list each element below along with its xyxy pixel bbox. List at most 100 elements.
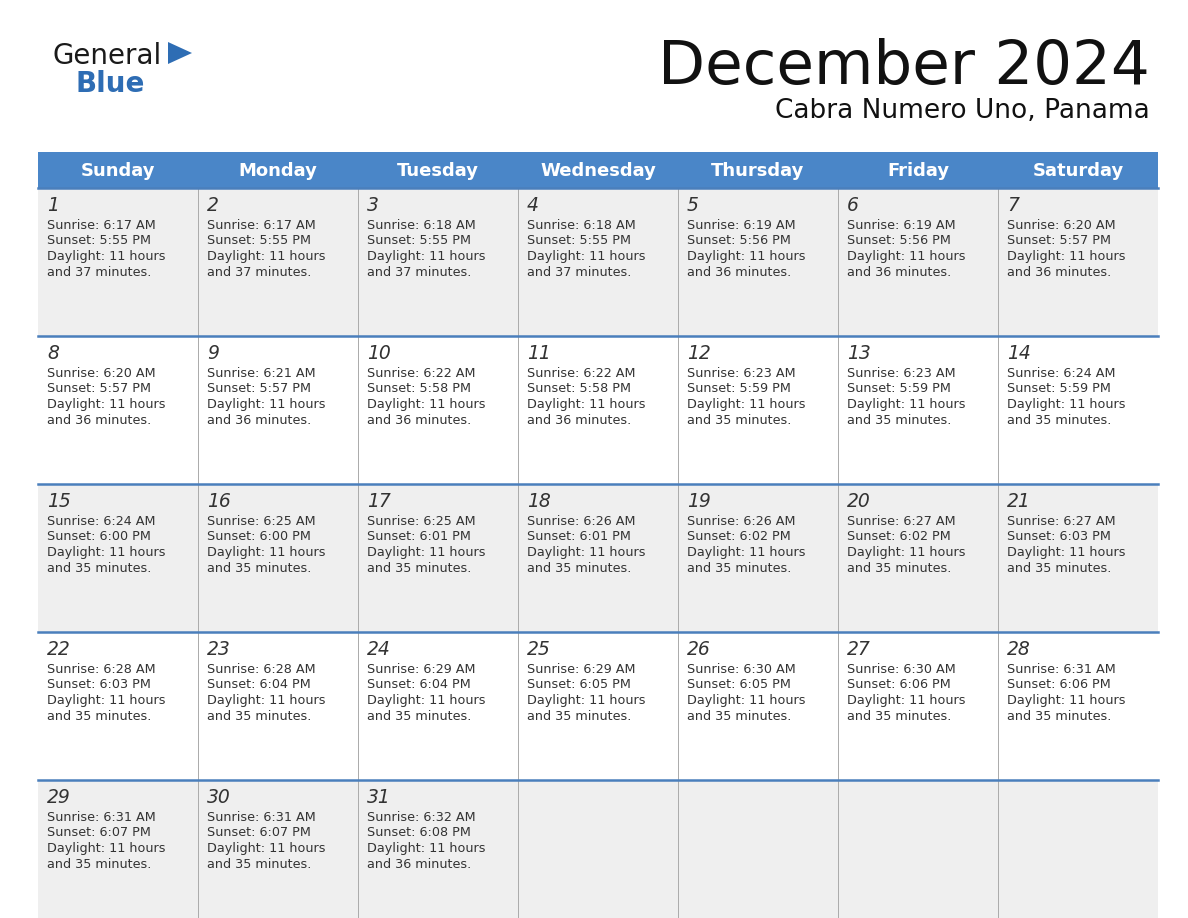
Text: and 35 minutes.: and 35 minutes. (847, 562, 952, 575)
Text: Daylight: 11 hours: Daylight: 11 hours (527, 694, 645, 707)
Text: Daylight: 11 hours: Daylight: 11 hours (367, 250, 486, 263)
Text: and 35 minutes.: and 35 minutes. (1007, 562, 1112, 575)
Text: and 37 minutes.: and 37 minutes. (367, 265, 472, 278)
Text: and 35 minutes.: and 35 minutes. (207, 562, 311, 575)
Text: Sunset: 5:55 PM: Sunset: 5:55 PM (527, 234, 631, 248)
Text: and 35 minutes.: and 35 minutes. (48, 562, 151, 575)
Text: and 36 minutes.: and 36 minutes. (687, 265, 791, 278)
Text: Sunset: 6:02 PM: Sunset: 6:02 PM (847, 531, 950, 543)
Text: 24: 24 (367, 640, 391, 659)
Text: Daylight: 11 hours: Daylight: 11 hours (1007, 546, 1125, 559)
Text: Saturday: Saturday (1032, 162, 1124, 180)
Bar (38, 336, 1158, 484)
Text: 18: 18 (527, 492, 551, 511)
Text: Sunrise: 6:17 AM: Sunrise: 6:17 AM (207, 219, 316, 232)
Text: Daylight: 11 hours: Daylight: 11 hours (48, 694, 165, 707)
Text: and 35 minutes.: and 35 minutes. (207, 710, 311, 722)
Polygon shape (168, 42, 192, 64)
Text: Sunset: 6:05 PM: Sunset: 6:05 PM (687, 678, 791, 691)
Text: Sunrise: 6:25 AM: Sunrise: 6:25 AM (367, 515, 475, 528)
Text: Monday: Monday (239, 162, 317, 180)
Text: and 35 minutes.: and 35 minutes. (1007, 710, 1112, 722)
Text: Sunrise: 6:18 AM: Sunrise: 6:18 AM (367, 219, 475, 232)
Text: Sunrise: 6:28 AM: Sunrise: 6:28 AM (207, 663, 316, 676)
Text: Daylight: 11 hours: Daylight: 11 hours (367, 546, 486, 559)
Text: Sunset: 5:58 PM: Sunset: 5:58 PM (367, 383, 470, 396)
Text: 7: 7 (1007, 196, 1019, 215)
Text: Sunrise: 6:29 AM: Sunrise: 6:29 AM (527, 663, 636, 676)
Text: Sunrise: 6:20 AM: Sunrise: 6:20 AM (48, 367, 156, 380)
Text: and 35 minutes.: and 35 minutes. (1007, 413, 1112, 427)
Text: Sunrise: 6:19 AM: Sunrise: 6:19 AM (687, 219, 796, 232)
Text: Sunrise: 6:22 AM: Sunrise: 6:22 AM (527, 367, 636, 380)
Text: Daylight: 11 hours: Daylight: 11 hours (207, 398, 326, 411)
Text: 20: 20 (847, 492, 871, 511)
Text: Daylight: 11 hours: Daylight: 11 hours (207, 842, 326, 855)
Text: Sunday: Sunday (81, 162, 156, 180)
Text: Sunset: 6:01 PM: Sunset: 6:01 PM (367, 531, 470, 543)
Text: Sunrise: 6:23 AM: Sunrise: 6:23 AM (687, 367, 796, 380)
Text: Sunset: 5:55 PM: Sunset: 5:55 PM (48, 234, 151, 248)
Text: Sunset: 5:59 PM: Sunset: 5:59 PM (1007, 383, 1111, 396)
Text: Sunrise: 6:31 AM: Sunrise: 6:31 AM (48, 811, 156, 824)
Text: 8: 8 (48, 344, 59, 363)
Text: Daylight: 11 hours: Daylight: 11 hours (687, 250, 805, 263)
Text: Sunrise: 6:31 AM: Sunrise: 6:31 AM (207, 811, 316, 824)
Text: Daylight: 11 hours: Daylight: 11 hours (1007, 250, 1125, 263)
Text: Sunset: 5:59 PM: Sunset: 5:59 PM (687, 383, 791, 396)
Text: and 37 minutes.: and 37 minutes. (207, 265, 311, 278)
Text: Daylight: 11 hours: Daylight: 11 hours (207, 250, 326, 263)
Text: Tuesday: Tuesday (397, 162, 479, 180)
Text: Sunset: 6:08 PM: Sunset: 6:08 PM (367, 826, 470, 839)
Text: and 36 minutes.: and 36 minutes. (48, 413, 151, 427)
Text: Daylight: 11 hours: Daylight: 11 hours (367, 694, 486, 707)
Text: Daylight: 11 hours: Daylight: 11 hours (1007, 694, 1125, 707)
Text: Daylight: 11 hours: Daylight: 11 hours (367, 842, 486, 855)
Text: and 35 minutes.: and 35 minutes. (687, 413, 791, 427)
Text: Daylight: 11 hours: Daylight: 11 hours (527, 250, 645, 263)
Text: Daylight: 11 hours: Daylight: 11 hours (367, 398, 486, 411)
Text: Sunrise: 6:28 AM: Sunrise: 6:28 AM (48, 663, 156, 676)
Text: 19: 19 (687, 492, 710, 511)
Text: 22: 22 (48, 640, 71, 659)
Text: and 37 minutes.: and 37 minutes. (527, 265, 631, 278)
Bar (38, 632, 1158, 780)
Text: Sunset: 5:56 PM: Sunset: 5:56 PM (687, 234, 791, 248)
Text: Sunset: 6:02 PM: Sunset: 6:02 PM (687, 531, 791, 543)
Text: and 36 minutes.: and 36 minutes. (1007, 265, 1111, 278)
Text: 13: 13 (847, 344, 871, 363)
Text: Daylight: 11 hours: Daylight: 11 hours (687, 546, 805, 559)
Text: Friday: Friday (887, 162, 949, 180)
Text: Sunrise: 6:18 AM: Sunrise: 6:18 AM (527, 219, 636, 232)
Text: 26: 26 (687, 640, 710, 659)
Text: 11: 11 (527, 344, 551, 363)
Text: Wednesday: Wednesday (541, 162, 656, 180)
Text: Sunrise: 6:21 AM: Sunrise: 6:21 AM (207, 367, 316, 380)
Text: Sunrise: 6:20 AM: Sunrise: 6:20 AM (1007, 219, 1116, 232)
Text: 16: 16 (207, 492, 230, 511)
Text: Daylight: 11 hours: Daylight: 11 hours (847, 546, 966, 559)
Text: and 35 minutes.: and 35 minutes. (527, 710, 631, 722)
Text: Sunrise: 6:30 AM: Sunrise: 6:30 AM (687, 663, 796, 676)
Text: December 2024: December 2024 (658, 38, 1150, 97)
Bar (38, 188, 1158, 336)
Text: 27: 27 (847, 640, 871, 659)
Text: and 35 minutes.: and 35 minutes. (367, 710, 472, 722)
Text: and 36 minutes.: and 36 minutes. (367, 857, 472, 870)
Text: Thursday: Thursday (712, 162, 804, 180)
Text: Sunset: 5:57 PM: Sunset: 5:57 PM (48, 383, 151, 396)
Text: Daylight: 11 hours: Daylight: 11 hours (527, 398, 645, 411)
Text: Daylight: 11 hours: Daylight: 11 hours (847, 250, 966, 263)
Text: and 35 minutes.: and 35 minutes. (367, 562, 472, 575)
Text: and 35 minutes.: and 35 minutes. (687, 562, 791, 575)
Text: and 35 minutes.: and 35 minutes. (48, 857, 151, 870)
Text: Daylight: 11 hours: Daylight: 11 hours (48, 398, 165, 411)
Text: Daylight: 11 hours: Daylight: 11 hours (1007, 398, 1125, 411)
Text: Daylight: 11 hours: Daylight: 11 hours (527, 546, 645, 559)
Text: 31: 31 (367, 788, 391, 807)
Text: Sunset: 6:07 PM: Sunset: 6:07 PM (207, 826, 311, 839)
Text: Sunrise: 6:17 AM: Sunrise: 6:17 AM (48, 219, 156, 232)
Text: Sunset: 6:03 PM: Sunset: 6:03 PM (48, 678, 151, 691)
Text: Daylight: 11 hours: Daylight: 11 hours (48, 842, 165, 855)
Text: Sunset: 5:55 PM: Sunset: 5:55 PM (367, 234, 470, 248)
